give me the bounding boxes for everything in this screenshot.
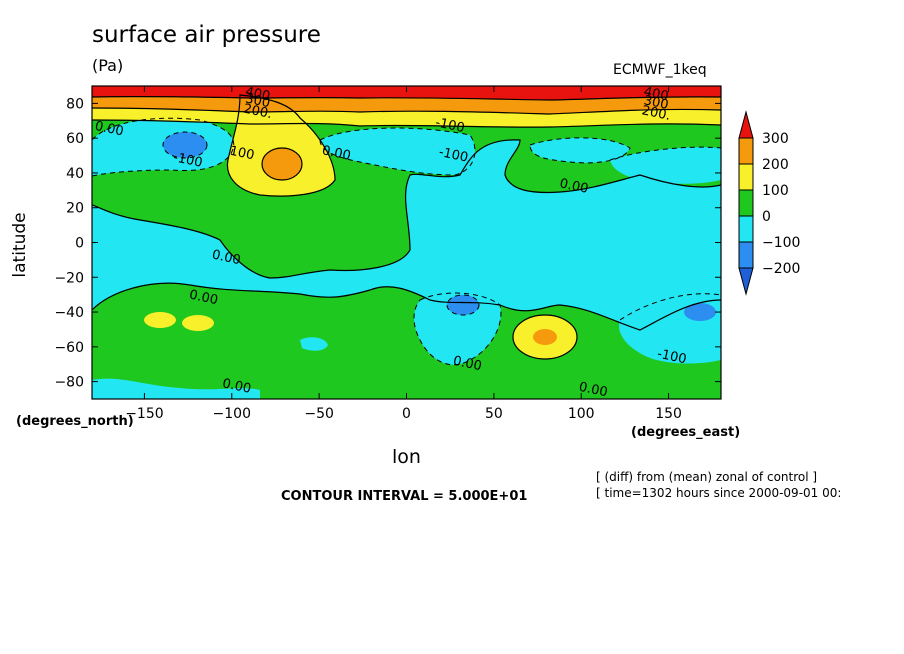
y-axis: 80 60 40 20 0 −20 −40 −60 −80	[54, 96, 721, 391]
field-south-high-2	[182, 315, 214, 331]
field-south-zero-region	[92, 283, 721, 399]
note-diff: [ (diff) from (mean) zonal of control ]	[596, 470, 818, 484]
field-south-low-pocket-2	[414, 293, 501, 365]
x-tick-label: 100	[568, 406, 595, 422]
y-tick-label: −20	[54, 270, 84, 286]
colorbar-arrow-top	[738, 110, 754, 139]
colorbar: 300 200 100 0 −100 −200	[738, 110, 800, 296]
colorbar-label: −100	[762, 235, 800, 251]
colorbar-segment	[738, 189, 754, 217]
x-tick-label: −50	[304, 406, 334, 422]
field-south-high-1	[144, 312, 176, 328]
contour-label: 0.00	[188, 288, 219, 309]
contour-label: 0.00	[211, 248, 242, 269]
x-axis-unit: (degrees_east)	[631, 425, 741, 440]
contour-label: 0.00	[221, 376, 252, 397]
colorbar-label: 300	[762, 131, 789, 147]
contour-interval-text: CONTOUR INTERVAL = 5.000E+01	[281, 489, 528, 504]
field-north-low-pacific	[92, 118, 234, 176]
colorbar-segment	[738, 137, 754, 165]
field-south-deep-low-2	[684, 303, 716, 321]
y-tick-label: 80	[66, 96, 84, 112]
x-axis: −150 −100 −50 0 50 100 150	[125, 86, 682, 422]
note-time: [ time=1302 hours since 2000-09-01 00:	[596, 486, 842, 500]
colorbar-arrow-bottom	[738, 267, 754, 296]
contour-label: 0.00	[558, 176, 589, 197]
colorbar-label: 100	[762, 183, 789, 199]
y-axis-unit: (degrees_north)	[16, 414, 134, 429]
field-south-low-pocket-4	[300, 337, 328, 351]
contour-label: 0.00	[321, 143, 352, 164]
field-north-low-pacific-east	[610, 147, 721, 184]
colorbar-label: 200	[762, 157, 789, 173]
x-tick-label: −100	[213, 406, 251, 422]
field-south-deep-low-1	[447, 295, 479, 315]
colorbar-label: 0	[762, 209, 771, 225]
x-axis-title: lon	[392, 446, 421, 468]
x-tick-label: 150	[655, 406, 682, 422]
chart-title: surface air pressure	[92, 22, 321, 48]
field-north-deep-low	[163, 132, 207, 158]
colorbar-label: −200	[762, 261, 800, 277]
contour-lines	[92, 94, 721, 360]
field-south-low-pocket-1	[92, 378, 260, 399]
contour-label: 400	[642, 85, 669, 105]
x-tick-label: 0	[402, 406, 411, 422]
contour-label: 300	[244, 91, 271, 111]
contour-label: 200.	[242, 101, 273, 122]
contour-label: 100	[228, 144, 255, 164]
contour-label: 0.00	[577, 380, 608, 401]
contour-label: -100	[656, 347, 688, 368]
x-tick-label: 50	[485, 406, 503, 422]
y-tick-label: 20	[66, 201, 84, 217]
y-axis-title: latitude	[10, 212, 30, 278]
plot-area: −150 −100 −50 0 50 100 150 80 60 40 20 0 −20 −40 −60 −…	[54, 85, 722, 422]
contour-label: 0.00	[452, 354, 483, 375]
contour-label: 400	[244, 85, 271, 105]
colorbar-segment	[738, 163, 754, 191]
field-north-high-core	[262, 148, 302, 180]
contour-lines-negative	[92, 117, 721, 366]
contour-label: 0.00	[93, 119, 124, 140]
contour-label: 200.	[640, 103, 671, 124]
y-tick-label: −40	[54, 305, 84, 321]
y-tick-label: 60	[66, 131, 84, 147]
y-tick-label: −80	[54, 375, 84, 391]
chart-units: (Pa)	[92, 56, 124, 75]
colorbar-segment	[738, 241, 754, 269]
field-north-low-asia	[530, 137, 630, 163]
contour-label: 300	[642, 93, 669, 113]
y-tick-label: 40	[66, 166, 84, 182]
contour-label: -100	[434, 115, 466, 136]
y-tick-label: −60	[54, 340, 84, 356]
field-north-low-atlantic	[320, 128, 475, 175]
dataset-label: ECMWF_1keq	[613, 62, 707, 78]
contour-label: -100	[172, 150, 204, 171]
colorbar-segment	[738, 215, 754, 243]
contour-label: -100	[437, 145, 469, 166]
field-south-high-3-core	[533, 329, 557, 345]
x-tick-label: −150	[125, 406, 163, 422]
y-tick-label: 0	[75, 236, 84, 252]
